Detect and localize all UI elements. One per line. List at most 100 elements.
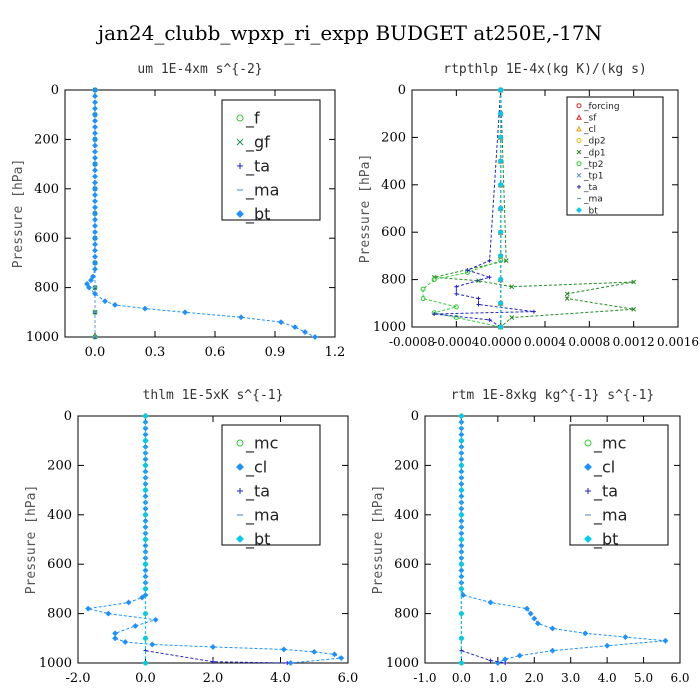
data-point — [631, 279, 637, 285]
x-tick-label: 0.0012 — [613, 335, 655, 349]
x-tick-label: 0.3 — [145, 345, 166, 360]
legend-marker — [585, 488, 591, 494]
data-point — [92, 204, 98, 211]
data-point — [312, 334, 318, 340]
data-point — [497, 229, 504, 236]
data-point — [622, 634, 629, 640]
data-point — [211, 659, 215, 664]
y-tick-label: 800 — [381, 273, 406, 288]
data-point — [142, 462, 149, 469]
data-point — [90, 273, 96, 280]
data-point — [497, 158, 504, 165]
data-point — [92, 198, 98, 205]
data-point — [509, 284, 515, 290]
legend-marker — [236, 439, 244, 447]
data-point — [92, 247, 98, 254]
data-point — [497, 181, 504, 188]
data-point — [458, 462, 465, 469]
series-line — [460, 416, 506, 664]
legend-marker — [236, 138, 244, 146]
y-tick-label: 200 — [47, 458, 72, 473]
y-tick-label: 200 — [34, 132, 59, 147]
data-point — [531, 309, 536, 314]
legend-label: _bt — [593, 530, 618, 550]
data-point — [92, 161, 98, 168]
panel-title: rtm 1E-8xkg kg^{-1} s^{-1} — [451, 388, 655, 403]
data-point — [582, 630, 589, 637]
data-point — [142, 635, 149, 642]
x-tick-label: 2.0 — [203, 671, 224, 686]
data-point — [182, 309, 188, 316]
data-point — [453, 304, 459, 310]
data-point — [564, 296, 570, 301]
legend-label: _mc — [593, 434, 626, 454]
series-bt — [84, 87, 318, 340]
data-point — [503, 661, 508, 665]
data-point — [460, 592, 467, 598]
data-point — [458, 413, 465, 419]
data-point — [549, 647, 556, 654]
x-tick-label: 1.0 — [488, 671, 507, 685]
y-tick-label: 800 — [34, 281, 59, 296]
chart-panel-1: rtpthlp 1E-4x(kg K)/(kg s) 0 200 400 600 800 1… — [358, 62, 699, 349]
series-bt — [458, 413, 465, 666]
legend-marker — [576, 103, 582, 109]
legend: _forcing_sf _cl _dp2_dp1 _tp2_tp1 _ta _ma_bt — [566, 96, 664, 216]
data-point — [142, 536, 149, 543]
legend-label: _ma — [245, 506, 279, 526]
data-point — [92, 253, 98, 260]
y-tick-label: 600 — [394, 557, 419, 572]
x-tick-label: 0.0004 — [524, 335, 566, 349]
data-point — [92, 93, 98, 100]
legend-marker — [576, 114, 582, 120]
data-point — [302, 329, 308, 335]
data-point — [92, 235, 98, 242]
data-point — [458, 437, 465, 444]
series-ta — [459, 414, 508, 665]
data-point — [531, 615, 538, 622]
x-tick-label: 0.0000 — [480, 335, 522, 349]
legend-marker — [576, 161, 582, 167]
chart-panel-3: rtm 1E-8xkg kg^{-1} s^{-1} 0 200 400 600 800 1… — [371, 388, 690, 685]
y-tick-label: 200 — [381, 130, 406, 145]
legend-box — [569, 424, 669, 546]
legend-label: _ma — [583, 195, 603, 205]
x-tick-label: -0.0004 — [433, 335, 479, 349]
data-point — [125, 599, 132, 606]
legend-label: _sf — [583, 113, 597, 123]
data-point — [142, 511, 149, 518]
data-point — [92, 136, 98, 143]
data-point — [142, 305, 148, 312]
data-point — [549, 625, 556, 632]
data-point — [458, 487, 465, 494]
data-point — [487, 599, 494, 606]
series-line — [434, 89, 634, 328]
data-point — [494, 660, 501, 666]
data-point — [92, 259, 98, 266]
legend-label: _ta — [593, 482, 618, 502]
data-point — [92, 290, 98, 297]
data-point — [92, 142, 98, 149]
x-tick-label: -2.0 — [65, 671, 90, 686]
legend-marker — [577, 184, 581, 189]
legend-label: _gf — [245, 133, 270, 153]
data-point — [92, 105, 98, 112]
data-point — [102, 298, 108, 305]
data-point — [516, 652, 523, 659]
legend-label: _bt — [245, 530, 270, 550]
x-tick-label: 6.0 — [670, 671, 689, 685]
data-point — [311, 648, 318, 655]
legend-marker — [584, 463, 592, 471]
data-point — [454, 284, 459, 289]
y-tick-label: 0 — [51, 83, 59, 98]
data-point — [631, 306, 637, 312]
data-point — [497, 276, 504, 283]
data-point — [458, 610, 465, 617]
y-tick-label: 1000 — [373, 320, 406, 335]
data-point — [92, 173, 98, 180]
x-tick-label: 0.0008 — [568, 335, 610, 349]
y-axis-label: Pressure [hPa] — [11, 159, 26, 269]
legend-label: _mc — [245, 434, 278, 454]
y-tick-label: 1000 — [39, 656, 72, 671]
series-tp2 — [420, 87, 504, 330]
